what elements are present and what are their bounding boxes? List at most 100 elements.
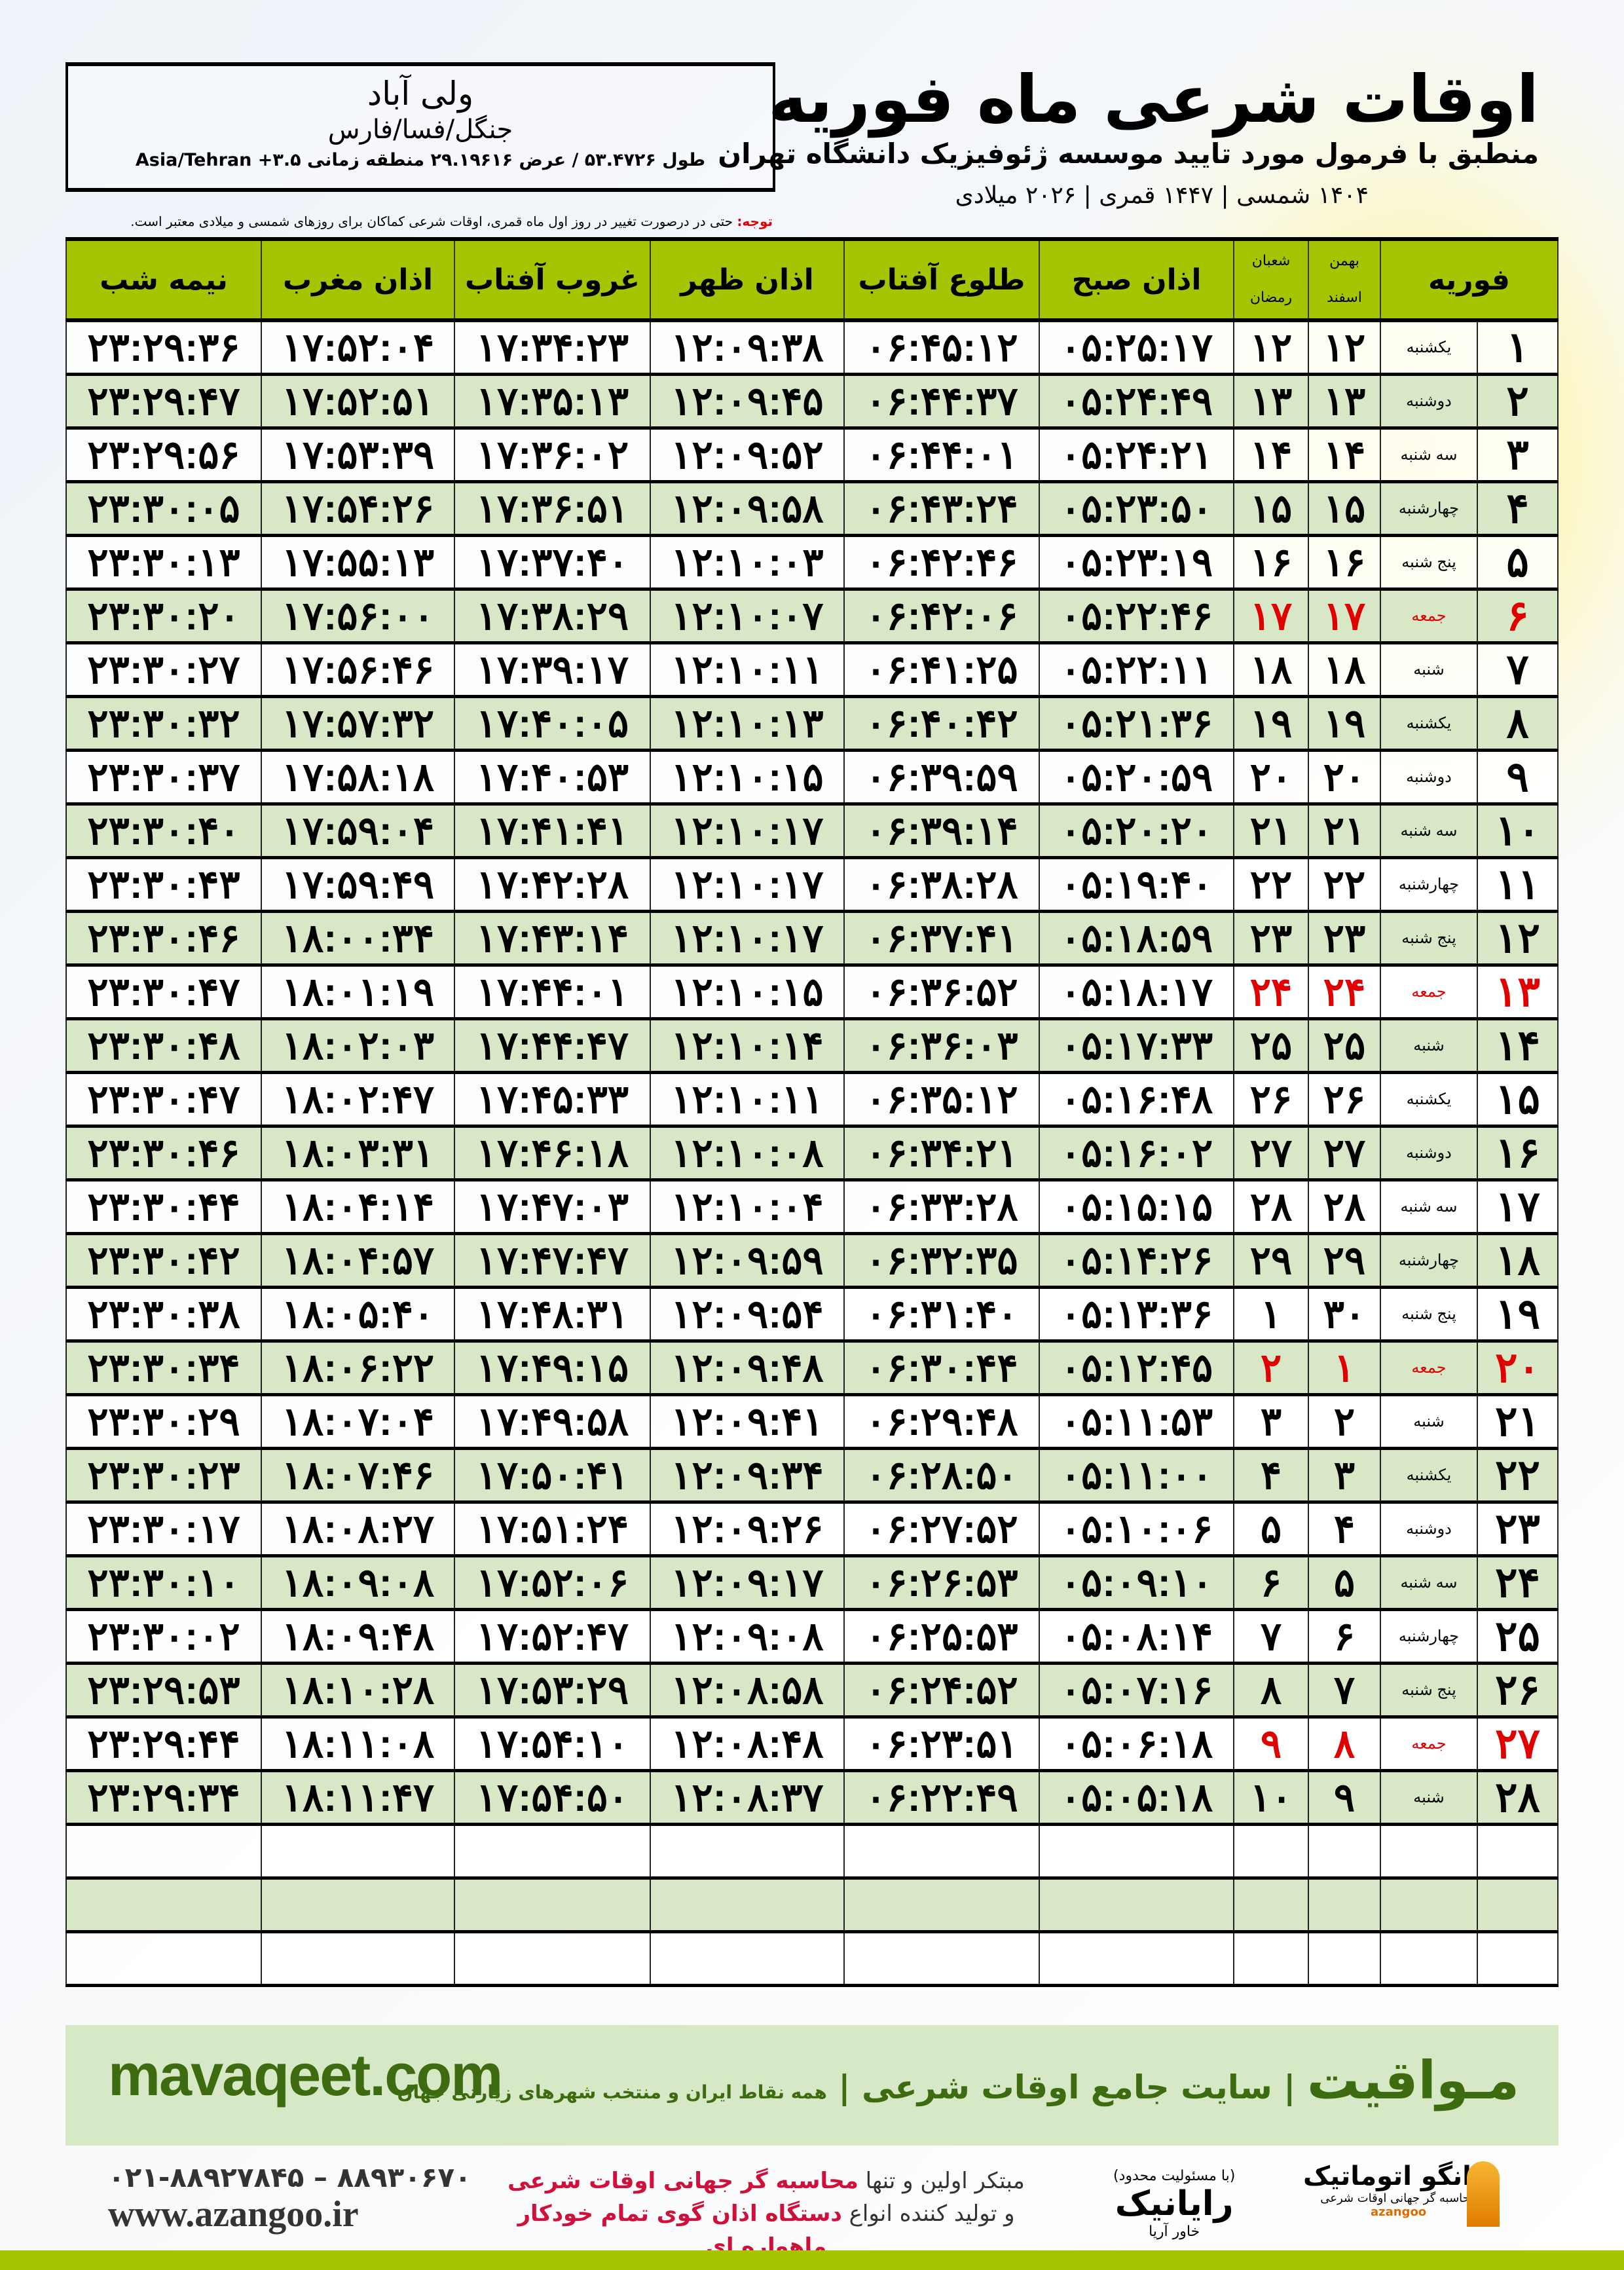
- maghrib-time: ۱۷:۵۲:۵۱: [261, 373, 455, 430]
- empty-cell: [65, 1877, 262, 1933]
- hijri-day: ۵: [1233, 1501, 1309, 1557]
- day-number: ۱۷: [1477, 1179, 1559, 1235]
- sunset-time: ۱۷:۳۷:۴۰: [454, 534, 651, 591]
- notice-text: حتی در درصورت تغییر در روز اول ماه قمری،…: [130, 214, 737, 229]
- midnight-time: ۲۳:۲۹:۳۴: [65, 1770, 262, 1826]
- sunset-time: ۱۷:۵۳:۲۹: [454, 1662, 651, 1719]
- table-row: ۱۲ پنج شنبه ۲۳ ۲۳ ۰۵:۱۸:۵۹ ۰۶:۳۷:۴۱ ۱۲:۱۰:۱۷ ۱۷…: [65, 910, 1559, 967]
- weekday: چهارشنبه: [1380, 1233, 1478, 1289]
- sunrise-time: ۰۶:۲۹:۴۸: [843, 1394, 1040, 1450]
- fajr-time: ۰۵:۲۳:۱۹: [1039, 534, 1234, 591]
- weekday: شنبه: [1380, 642, 1478, 698]
- weekday: دوشنبه: [1380, 373, 1478, 430]
- midnight-time: ۲۳:۳۰:۳۸: [65, 1286, 262, 1343]
- weekday: پنج شنبه: [1380, 1662, 1478, 1719]
- page-title: اوقات شرعی ماه فوریه: [768, 61, 1539, 138]
- sunrise-time: ۰۶:۳۹:۱۴: [843, 803, 1040, 859]
- hijri-day: ۲۷: [1233, 1125, 1309, 1182]
- promo-line1-highlight: محاسبه گر جهانی اوقات شرعی: [507, 2168, 858, 2194]
- shamsi-day: ۲۵: [1308, 1018, 1381, 1074]
- fajr-time: ۰۵:۲۵:۱۷: [1039, 320, 1234, 376]
- rayanik-note: (با مسئولیت محدود): [1113, 2168, 1236, 2184]
- dhuhr-time: ۱۲:۰۹:۴۱: [650, 1394, 845, 1450]
- dhuhr-time: ۱۲:۱۰:۱۷: [650, 910, 845, 967]
- weekday: یکشنبه: [1380, 1071, 1478, 1128]
- empty-row: [65, 1931, 1559, 1987]
- azangoo-url[interactable]: www.azangoo.ir: [108, 2194, 359, 2235]
- maghrib-time: ۱۸:۰۸:۲۷: [261, 1501, 455, 1557]
- shamsi-day: ۱۴: [1308, 427, 1381, 483]
- hijri-day: ۱: [1233, 1286, 1309, 1343]
- dhuhr-time: ۱۲:۰۹:۵۹: [650, 1233, 845, 1289]
- midnight-time: ۲۳:۳۰:۴۳: [65, 857, 262, 913]
- empty-cell: [650, 1877, 845, 1933]
- midnight-time: ۲۳:۳۰:۴۲: [65, 1233, 262, 1289]
- sunrise-time: ۰۶:۲۳:۵۱: [843, 1716, 1040, 1772]
- hijri-day: ۲۰: [1233, 749, 1309, 806]
- weekday: یکشنبه: [1380, 696, 1478, 752]
- day-number: ۲۵: [1477, 1609, 1559, 1665]
- midnight-time: ۲۳:۳۰:۴۶: [65, 1125, 262, 1182]
- hijri-day: ۷: [1233, 1609, 1309, 1665]
- day-number: ۲۶: [1477, 1662, 1559, 1719]
- empty-cell: [650, 1823, 845, 1880]
- hijri-day: ۱۲: [1233, 320, 1309, 376]
- day-number: ۲۷: [1477, 1716, 1559, 1772]
- calendar-years: ۱۴۰۴ شمسی | ۱۴۴۷ قمری | ۲۰۲۶ میلادی: [955, 182, 1369, 209]
- sunset-time: ۱۷:۵۱:۲۴: [454, 1501, 651, 1557]
- table-row: ۱۸ چهارشنبه ۲۹ ۲۹ ۰۵:۱۴:۲۶ ۰۶:۳۲:۳۵ ۱۲:۰۹:۵۹ ۱۷…: [65, 1233, 1559, 1289]
- brand-subtitle: همه نقاط ایران و منتخب شهرهای زیارتی جها…: [397, 2081, 827, 2103]
- maghrib-time: ۱۸:۰۹:۴۸: [261, 1609, 455, 1665]
- weekday: یکشنبه: [1380, 320, 1478, 376]
- table-row: ۱۰ سه شنبه ۲۱ ۲۱ ۰۵:۲۰:۲۰ ۰۶:۳۹:۱۴ ۱۲:۱۰:۱۷ ۱۷:…: [65, 803, 1559, 859]
- fajr-time: ۰۵:۱۲:۴۵: [1039, 1340, 1234, 1396]
- sunset-time: ۱۷:۴۲:۲۸: [454, 857, 651, 913]
- shamsi-day: ۱: [1308, 1340, 1381, 1396]
- fajr-time: ۰۵:۰۵:۱۸: [1039, 1770, 1234, 1826]
- table-row: ۲۲ یکشنبه ۳ ۴ ۰۵:۱۱:۰۰ ۰۶:۲۸:۵۰ ۱۲:۰۹:۳۴ ۱۷:۵۰:…: [65, 1447, 1559, 1504]
- maghrib-time: ۱۷:۵۵:۱۳: [261, 534, 455, 591]
- day-number: ۱۸: [1477, 1233, 1559, 1289]
- midnight-time: ۲۳:۳۰:۰۵: [65, 481, 262, 537]
- hijri-day: ۲۵: [1233, 1018, 1309, 1074]
- table-row: ۲۶ پنج شنبه ۷ ۸ ۰۵:۰۷:۱۶ ۰۶:۲۴:۵۲ ۱۲:۰۸:۵۸ ۱۷:۵…: [65, 1662, 1559, 1719]
- weekday: شنبه: [1380, 1770, 1478, 1826]
- fajr-time: ۰۵:۲۲:۱۱: [1039, 642, 1234, 698]
- weekday: جمعه: [1380, 964, 1478, 1020]
- sunrise-time: ۰۶:۳۷:۴۱: [843, 910, 1040, 967]
- shamsi-day: ۵: [1308, 1555, 1381, 1611]
- shamsi-day: ۴: [1308, 1501, 1381, 1557]
- weekday: چهارشنبه: [1380, 481, 1478, 537]
- day-number: ۱۱: [1477, 857, 1559, 913]
- site-url[interactable]: mavaqeet.com: [108, 2043, 503, 2108]
- empty-cell: [843, 1823, 1040, 1880]
- weekday: جمعه: [1380, 588, 1478, 644]
- mosque-dome-icon: [1467, 2161, 1500, 2227]
- maghrib-time: ۱۸:۰۹:۰۸: [261, 1555, 455, 1611]
- fajr-time: ۰۵:۱۶:۴۸: [1039, 1071, 1234, 1128]
- hijri-day: ۲۶: [1233, 1071, 1309, 1128]
- hijri-day: ۱۰: [1233, 1770, 1309, 1826]
- day-number: ۱۴: [1477, 1018, 1559, 1074]
- midnight-time: ۲۳:۳۰:۲۳: [65, 1447, 262, 1504]
- table-row: ۱۳ جمعه ۲۴ ۲۴ ۰۵:۱۸:۱۷ ۰۶:۳۶:۵۲ ۱۲:۱۰:۱۵ ۱۷:۴۴:…: [65, 964, 1559, 1020]
- location-box: ولی آباد جنگل/فسا/فارس طول ۵۳.۴۷۲۶ / عرض…: [65, 62, 775, 192]
- hijri-day: ۱۶: [1233, 534, 1309, 591]
- brand: مـواقیت | سایت جامع اوقات شرعی | همه نقا…: [397, 2050, 1519, 2111]
- fajr-time: ۰۵:۲۳:۵۰: [1039, 481, 1234, 537]
- table-row: ۲۵ چهارشنبه ۶ ۷ ۰۵:۰۸:۱۴ ۰۶:۲۵:۵۳ ۱۲:۰۹:۰۸ ۱۷:۵…: [65, 1609, 1559, 1665]
- fajr-time: ۰۵:۱۸:۱۷: [1039, 964, 1234, 1020]
- sunset-time: ۱۷:۵۰:۴۱: [454, 1447, 651, 1504]
- day-number: ۱۹: [1477, 1286, 1559, 1343]
- weekday: شنبه: [1380, 1018, 1478, 1074]
- weekday: دوشنبه: [1380, 1125, 1478, 1182]
- day-number: ۲۴: [1477, 1555, 1559, 1611]
- header-shamsi-bottom: اسفند: [1327, 289, 1362, 306]
- midnight-time: ۲۳:۳۰:۴۷: [65, 1071, 262, 1128]
- dhuhr-time: ۱۲:۰۹:۵۴: [650, 1286, 845, 1343]
- empty-cell: [454, 1823, 651, 1880]
- sunrise-time: ۰۶:۳۶:۵۲: [843, 964, 1040, 1020]
- maghrib-time: ۱۷:۵۳:۳۹: [261, 427, 455, 483]
- fajr-time: ۰۵:۲۴:۴۹: [1039, 373, 1234, 430]
- sunrise-time: ۰۶:۳۵:۱۲: [843, 1071, 1040, 1128]
